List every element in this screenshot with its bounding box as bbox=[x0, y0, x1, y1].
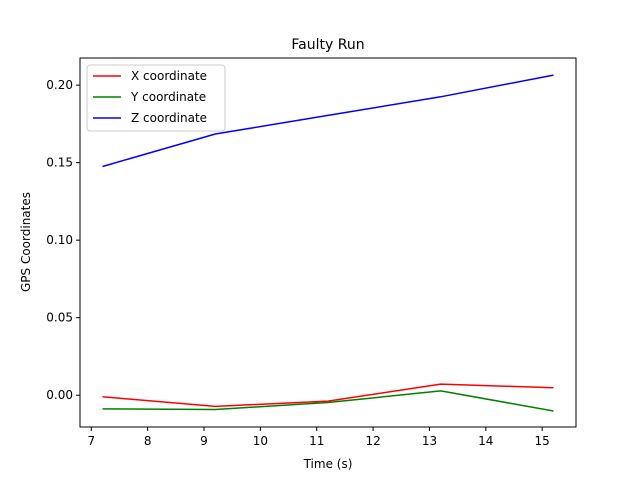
x-tick-label: 15 bbox=[535, 434, 550, 448]
y-axis-label: GPS Coordinates bbox=[19, 192, 33, 292]
legend-label: Y coordinate bbox=[130, 90, 206, 104]
y-tick-label: 0.05 bbox=[46, 311, 73, 325]
chart-title: Faulty Run bbox=[291, 37, 364, 53]
legend-label: X coordinate bbox=[131, 69, 207, 83]
x-tick-label: 12 bbox=[365, 434, 380, 448]
x-tick-label: 9 bbox=[200, 434, 208, 448]
legend-label: Z coordinate bbox=[131, 111, 207, 125]
y-tick-label: 0.10 bbox=[46, 233, 73, 247]
x-tick-label: 7 bbox=[87, 434, 95, 448]
y-tick-label: 0.15 bbox=[46, 156, 73, 170]
x-axis-label: Time (s) bbox=[303, 457, 353, 471]
x-tick-label: 13 bbox=[422, 434, 437, 448]
x-tick-label: 8 bbox=[144, 434, 152, 448]
y-tick-label: 0.20 bbox=[46, 78, 73, 92]
y-tick-label: 0.00 bbox=[46, 388, 73, 402]
x-tick-label: 14 bbox=[478, 434, 493, 448]
x-tick-label: 11 bbox=[309, 434, 324, 448]
legend: X coordinate Y coordinate Z coordinate bbox=[87, 65, 225, 131]
x-tick-label: 10 bbox=[253, 434, 268, 448]
